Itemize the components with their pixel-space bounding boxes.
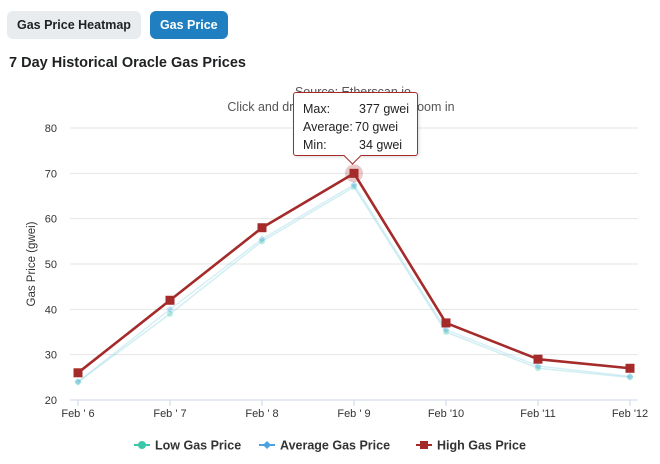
- data-point: [533, 354, 543, 364]
- tab-bar: Gas Price Heatmap Gas Price: [7, 11, 228, 39]
- y-axis-title: Gas Price (gwei): [26, 221, 38, 306]
- y-tick-label: 60: [45, 214, 57, 226]
- data-point: [351, 183, 357, 190]
- x-tick-label: Feb ' 8: [245, 408, 278, 420]
- data-point: [627, 374, 633, 381]
- data-point: [258, 235, 266, 243]
- x-tick-label: Feb ' 9: [337, 408, 370, 420]
- legend-marker: [263, 441, 271, 449]
- legend-label[interactable]: Average Gas Price: [280, 439, 390, 453]
- tooltip-row-min: Min: 34 gwei: [303, 136, 417, 154]
- y-tick-label: 50: [45, 259, 57, 271]
- legend-marker: [138, 441, 146, 449]
- tooltip-row-average: Average: 70 gwei: [303, 118, 417, 136]
- data-point: [75, 378, 81, 385]
- legend-marker: [420, 441, 428, 449]
- data-point: [166, 305, 174, 313]
- page-title: 7 Day Historical Oracle Gas Prices: [9, 55, 246, 71]
- data-point: [441, 318, 451, 328]
- y-tick-label: 30: [45, 350, 57, 362]
- series-line-average-gas-price: [77, 183, 631, 383]
- y-tick-label: 80: [45, 123, 57, 135]
- data-point: [625, 363, 635, 373]
- data-point: [257, 223, 267, 233]
- x-tick-label: Feb '12: [612, 408, 648, 420]
- data-point: [350, 181, 358, 189]
- x-tick-label: Feb '10: [428, 408, 464, 420]
- data-point: [443, 329, 449, 335]
- tab-gas-price[interactable]: Gas Price: [149, 11, 228, 39]
- data-point: [534, 362, 542, 370]
- data-point: [349, 168, 359, 178]
- tab-gas-price-heatmap[interactable]: Gas Price Heatmap: [7, 11, 141, 39]
- tooltip-key: Average:: [303, 120, 353, 134]
- data-point: [165, 295, 175, 305]
- chart-tooltip: Max: 377 gwei Average: 70 gwei Min: 34 g…: [293, 92, 418, 156]
- series-line-low-gas-price: [77, 186, 631, 383]
- data-point: [259, 238, 265, 245]
- x-tick-label: Feb ' 7: [153, 408, 186, 420]
- tooltip-value: 70 gwei: [355, 120, 399, 134]
- data-point: [535, 365, 541, 372]
- tooltip-key: Max:: [303, 102, 331, 116]
- y-tick-label: 20: [45, 395, 57, 407]
- series-line-high-gas-price: [77, 172, 631, 374]
- x-tick-label: Feb ' 6: [61, 408, 94, 420]
- tooltip-value: 377 gwei: [359, 102, 410, 116]
- data-point: [442, 326, 450, 334]
- tooltip-row-max: Max: 377 gwei: [303, 100, 417, 118]
- legend-label[interactable]: Low Gas Price: [155, 439, 241, 453]
- data-point: [167, 310, 173, 317]
- tooltip-key: Min:: [303, 138, 327, 152]
- y-tick-label: 40: [45, 304, 57, 316]
- data-point: [74, 378, 82, 386]
- data-point: [73, 368, 83, 378]
- data-point: [626, 372, 634, 380]
- legend-label[interactable]: High Gas Price: [437, 439, 526, 453]
- x-tick-label: Feb '11: [520, 408, 556, 420]
- tooltip-value: 34 gwei: [359, 138, 403, 152]
- y-tick-label: 70: [45, 168, 57, 180]
